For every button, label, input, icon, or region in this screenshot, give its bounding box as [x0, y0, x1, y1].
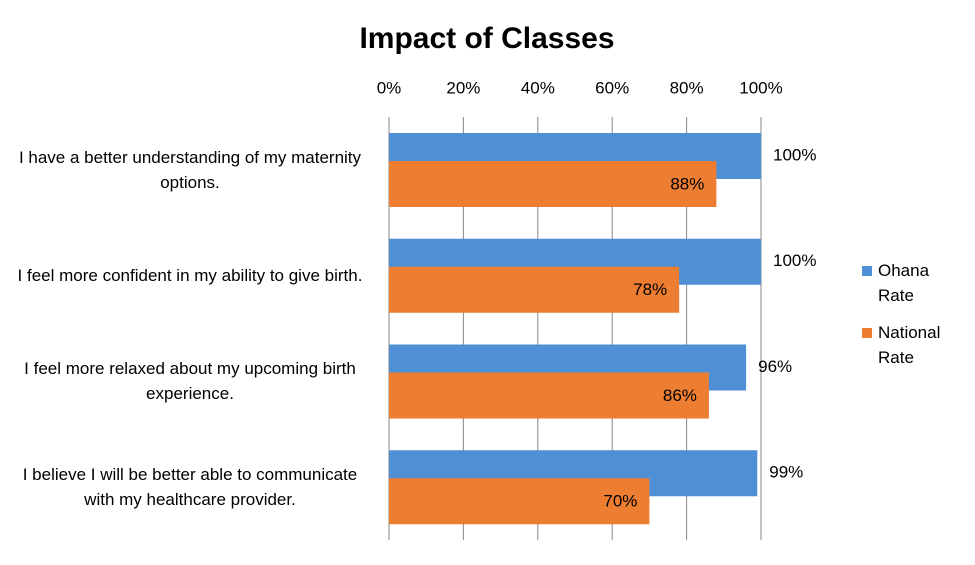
data-label: 100%	[773, 145, 816, 164]
bar	[389, 372, 709, 419]
legend-label: Ohana Rate	[878, 261, 930, 305]
legend-swatch	[862, 266, 872, 276]
legend-item: National Rate	[862, 320, 958, 370]
chart-title: Impact of Classes	[359, 22, 614, 55]
bar	[389, 266, 680, 313]
x-tick-label: 20%	[446, 78, 480, 97]
bar	[389, 478, 650, 525]
x-tick-label: 0%	[377, 78, 402, 97]
x-tick-label: 80%	[670, 78, 704, 97]
data-label: 88%	[670, 174, 704, 193]
x-tick-label: 60%	[595, 78, 629, 97]
legend-item: Ohana Rate	[862, 258, 958, 308]
category-label: I believe I will be better able to commu…	[22, 465, 358, 510]
x-tick-label: 100%	[739, 78, 782, 97]
data-label: 86%	[663, 386, 697, 405]
x-tick-label: 40%	[521, 78, 555, 97]
data-label: 96%	[758, 357, 792, 376]
category-label: I feel more relaxed about my upcoming bi…	[24, 359, 356, 404]
data-label: 99%	[769, 463, 803, 482]
legend-swatch	[862, 328, 872, 338]
data-label: 70%	[603, 492, 637, 511]
data-label: 78%	[633, 280, 667, 299]
legend-label: National Rate	[878, 323, 941, 367]
bar	[389, 161, 717, 207]
data-label: 100%	[773, 251, 816, 270]
category-label: I feel more confident in my ability to g…	[17, 266, 363, 286]
category-label: I have a better understanding of my mate…	[18, 147, 362, 192]
